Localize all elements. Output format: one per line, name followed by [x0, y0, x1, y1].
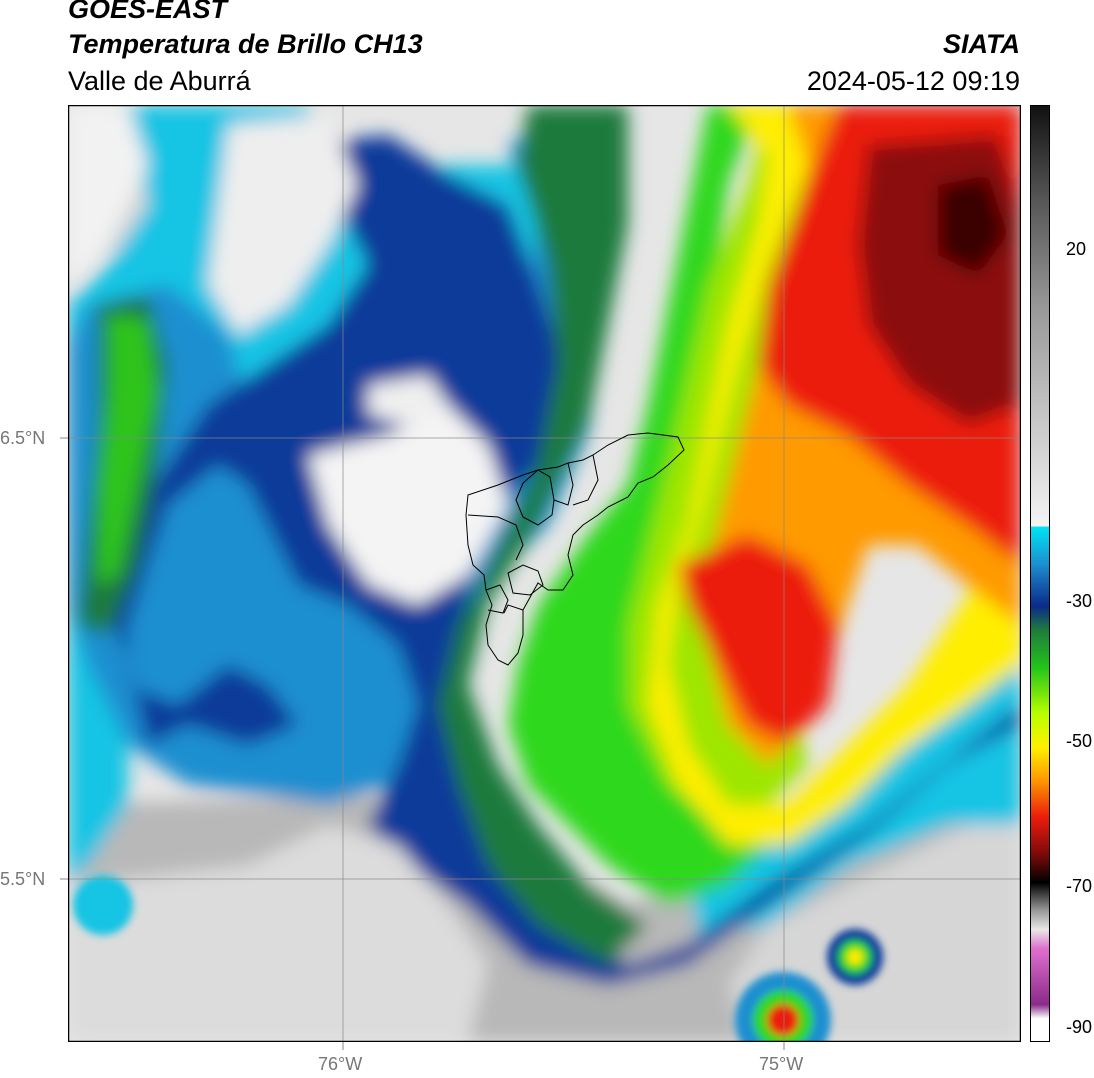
lat-label-5.5: 5.5°N	[0, 869, 46, 889]
white-cloud-central-small	[368, 375, 448, 425]
boundary-inner-5	[485, 584, 509, 614]
brightness-temperature-map	[68, 105, 1021, 1042]
white-cloud-north	[208, 115, 358, 335]
colorbar-tick-label: 20	[1066, 239, 1087, 260]
colorbar-tick-label: -30	[1066, 590, 1093, 611]
boundary-inner-7	[467, 514, 524, 561]
cyan-zone-east	[688, 665, 1021, 935]
storm-cell-east-core	[847, 949, 863, 965]
lon-label-76: 76°W	[318, 1054, 363, 1074]
yellow-zone	[648, 105, 1021, 845]
colorbar-tick-label: -90	[1066, 1016, 1093, 1037]
boundary-inner-3	[572, 454, 599, 506]
datetime-label: 2024-05-12 09:19	[806, 66, 1020, 96]
red-zone-center	[678, 535, 838, 745]
boundary-inner-4	[507, 564, 544, 596]
brand-label: SIATA	[943, 29, 1020, 59]
boundary-outline	[465, 432, 685, 666]
green-strip-west-bright	[98, 315, 158, 585]
municipal-boundaries	[465, 432, 685, 666]
storm-cell-west	[73, 875, 133, 935]
boundary-inner-6	[503, 604, 524, 614]
colorbar-tick-label: -70	[1066, 876, 1093, 897]
lon-label-75: 75°W	[759, 1054, 804, 1074]
satellite-title: GOES-EAST	[68, 0, 228, 24]
boundary-inner-2	[553, 462, 574, 506]
boundary-inner-1	[515, 469, 555, 526]
colorbar-tick-label: -50	[1066, 731, 1093, 752]
lat-label-6.5: 6.5°N	[0, 428, 46, 448]
blue-dark-zone	[108, 135, 1021, 985]
product-title: Temperatura de Brillo CH13	[68, 29, 423, 59]
black-core	[938, 175, 1008, 275]
storm-cell-south-core	[767, 1004, 799, 1036]
white-cloud-center	[308, 405, 508, 605]
green-dark-zone	[438, 105, 648, 965]
region-subtitle: Valle de Aburrá	[68, 66, 251, 96]
colorbar	[1030, 105, 1050, 1042]
white-cloud-northwest	[68, 105, 148, 285]
green-zone	[508, 105, 768, 905]
map-frame	[68, 105, 1021, 1042]
